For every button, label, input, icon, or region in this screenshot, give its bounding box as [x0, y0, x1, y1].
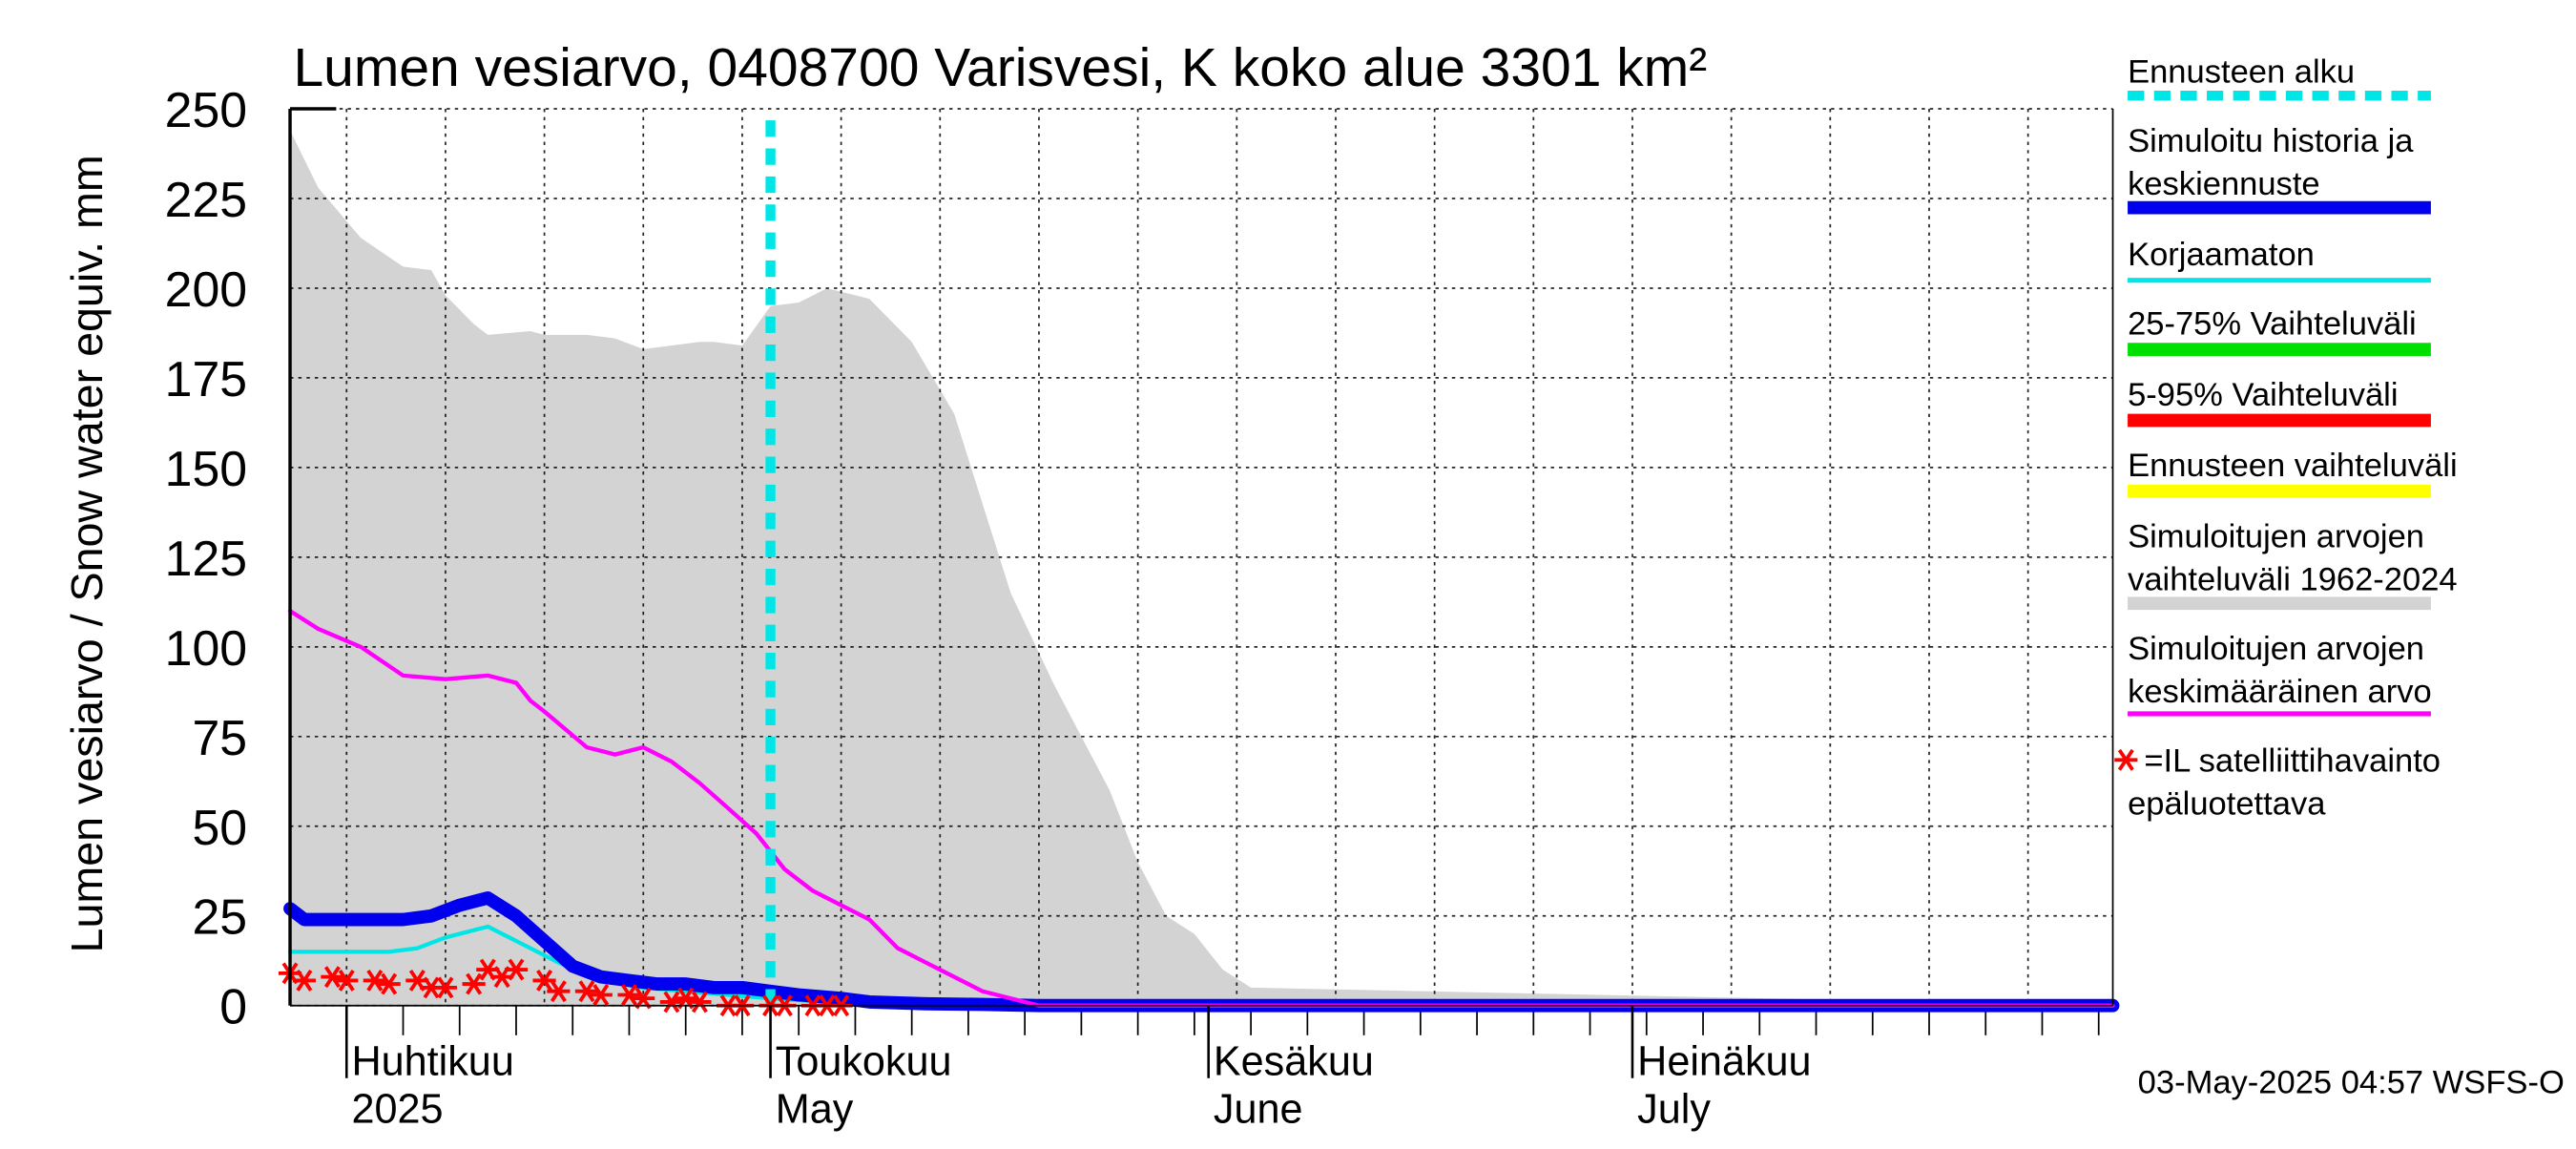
marker-stroke [296, 970, 313, 992]
marker-stroke [479, 958, 496, 981]
marker-stroke [423, 976, 440, 999]
y-tick-label: 150 [165, 441, 247, 496]
marker-stroke [691, 991, 708, 1013]
legend-label-line: Simuloitujen arvojen [2128, 631, 2424, 667]
series-mean-value [287, 609, 2115, 1008]
month-label: Toukokuu [776, 1038, 952, 1084]
series-simulated-history [283, 891, 2120, 1013]
y-tick-label: 100 [165, 620, 247, 676]
legend-marker-icon [2114, 748, 2138, 771]
marker-stroke [338, 970, 355, 992]
satellite-marker [363, 970, 386, 992]
legend-item: 25-75% Vaihteluväli [2128, 306, 2431, 357]
satellite-marker [462, 972, 486, 995]
month-label: Heinäkuu [1637, 1038, 1811, 1084]
legend-label: 5-95% Vaihteluväli [2128, 377, 2398, 413]
month-label: Huhtikuu [351, 1038, 513, 1084]
timestamp: 03-May-2025 04:57 WSFS-O [2138, 1064, 2565, 1100]
satellite-marker [335, 970, 359, 992]
marker-stroke [466, 972, 483, 995]
satellite-marker [547, 980, 571, 1003]
legend-label-line: vaihteluväli 1962-2024 [2128, 561, 2458, 597]
month-sublabel: June [1214, 1086, 1303, 1132]
satellite-marker [589, 984, 613, 1006]
legend-item: Simuloitu historia ja keskiennuste [2128, 123, 2431, 215]
legend-item: Simuloitujen arvojen vaihteluväli 1962-20… [2128, 518, 2458, 611]
marker-stroke [550, 980, 567, 1003]
legend-label: 25-75% Vaihteluväli [2128, 306, 2417, 343]
legend-label-line: keskimääräinen arvo [2128, 674, 2432, 710]
legend-item: Ennusteen alku [2128, 53, 2431, 101]
satellite-marker [574, 980, 599, 1003]
legend-label-line: Simuloitu historia ja [2128, 123, 2414, 159]
satellite-marker [659, 991, 684, 1013]
legend-label: Simuloitujen arvojen keskimääräinen arvo [2128, 631, 2432, 710]
legend-label: Simuloitu historia ja keskiennuste [2128, 123, 2414, 202]
legend-label: Ennusteen alku [2128, 53, 2355, 90]
range-band-1962-2024 [290, 130, 2113, 1006]
satellite-marker [321, 966, 344, 989]
legend-item: Korjaamaton [2128, 237, 2431, 283]
y-axis-label: Lumen vesiarvo / Snow water equiv. mm [62, 155, 112, 952]
marker-stroke [592, 984, 610, 1006]
month-label: Kesäkuu [1214, 1038, 1374, 1084]
marker-stroke [663, 991, 680, 1013]
satellite-marker [377, 972, 401, 995]
satellite-marker [688, 991, 712, 1013]
legend-item: Simuloitujen arvojen keskimääräinen arvo [2128, 631, 2432, 717]
marker-stroke [2117, 748, 2134, 771]
satellite-marker [292, 970, 316, 992]
marker-stroke [381, 972, 398, 995]
chart-title: Lumen vesiarvo, 0408700 Varisvesi, K kok… [293, 37, 1707, 98]
y-tick-label: 125 [165, 531, 247, 586]
legend-item: Ennusteen vaihteluväli [2128, 448, 2458, 498]
marker-stroke [366, 970, 384, 992]
legend-label: Ennusteen vaihteluväli [2128, 448, 2458, 484]
y-tick-label: 75 [192, 710, 247, 765]
month-sublabel: May [776, 1086, 854, 1132]
legend-label: =IL satelliittihavainto epäluotettava [2128, 742, 2441, 822]
marker-stroke [536, 970, 553, 992]
y-tick-label: 200 [165, 261, 247, 317]
marker-stroke [437, 976, 454, 999]
marker-stroke [621, 984, 638, 1006]
legend-item: =IL satelliittihavainto epäluotettava [2114, 742, 2441, 822]
month-sublabel: July [1637, 1086, 1711, 1132]
y-tick-label: 0 [219, 979, 247, 1034]
marker-stroke [408, 970, 426, 992]
marker-stroke [323, 966, 341, 989]
y-tick-label: 50 [192, 800, 247, 855]
legend-label: Korjaamaton [2128, 237, 2315, 273]
marker-stroke [508, 958, 525, 981]
marker-stroke [578, 980, 595, 1003]
satellite-marker [617, 984, 641, 1006]
satellite-marker [532, 970, 556, 992]
legend-label-line: Simuloitujen arvojen [2128, 518, 2424, 554]
y-tick-label: 250 [165, 82, 247, 137]
satellite-marker [433, 976, 458, 999]
legend-label-line: =IL satelliittihavainto [2144, 742, 2441, 779]
legend-label-line: keskiennuste [2128, 166, 2320, 202]
legend: Ennusteen alku Simuloitu historia ja keski… [2114, 53, 2458, 822]
legend-item: 5-95% Vaihteluväli [2128, 377, 2431, 428]
legend-label-line: epäluotettava [2128, 785, 2326, 822]
y-tick-label: 225 [165, 172, 247, 227]
y-tick-label: 25 [192, 889, 247, 945]
y-tick-label: 175 [165, 351, 247, 407]
satellite-marker [504, 958, 529, 981]
legend-label: Simuloitujen arvojen vaihteluväli 1962-20… [2128, 518, 2458, 597]
month-sublabel: 2025 [351, 1086, 443, 1132]
